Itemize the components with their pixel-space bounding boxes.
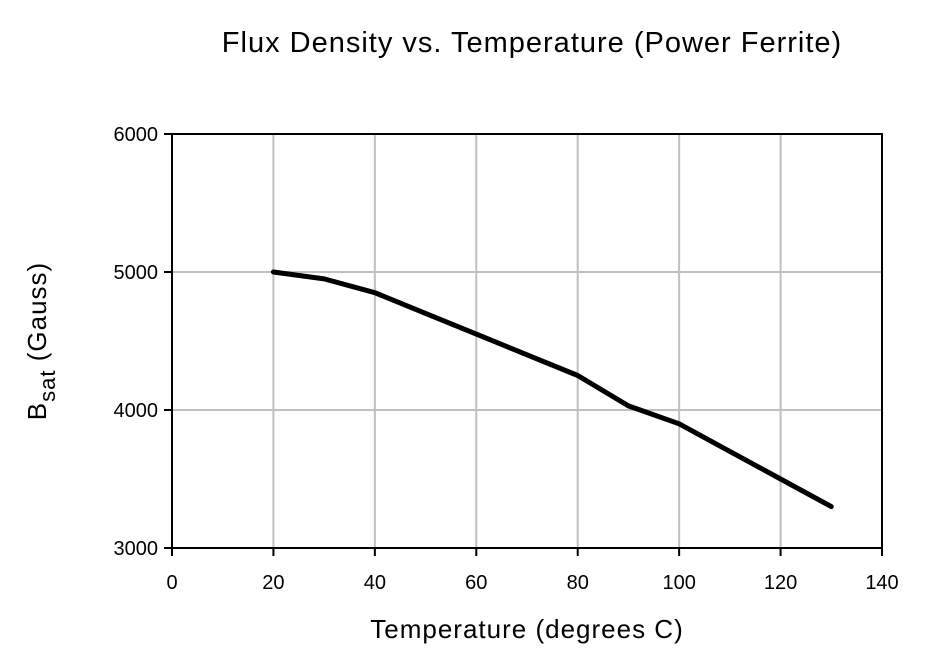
x-tick-label: 60 [465,572,487,594]
y-axis-label-subscript: sat [35,369,60,401]
series-group [270,269,834,510]
x-tick-label: 0 [166,572,177,594]
y-tick-label: 6000 [114,124,159,146]
x-tick-label: 120 [764,572,797,594]
x-axis-label: Temperature (degrees C) [370,614,683,644]
y-axis-label: Bsat (Gauss) [22,262,60,420]
plot-area-frame [171,133,883,549]
axis-ticks: 0 20 40 60 80 100 120 140 3000 4000 5000 6000 [114,124,899,594]
x-tick-label: 80 [567,572,589,594]
chart-title: Flux Density vs. Temperature (Power Ferr… [222,27,842,59]
x-tick-label: 20 [262,572,284,594]
y-tick-label: 5000 [114,262,159,284]
y-tick-label: 4000 [114,400,159,422]
x-tick-label: 40 [364,572,386,594]
y-axis-label-unit: (Gauss) [22,262,52,370]
y-tick-label: 3000 [114,538,159,560]
x-tick-label: 100 [662,572,695,594]
x-tick-label: 140 [865,572,898,594]
grid-lines [172,134,882,548]
series-line [270,269,834,510]
y-axis-label-main: B [22,402,52,420]
